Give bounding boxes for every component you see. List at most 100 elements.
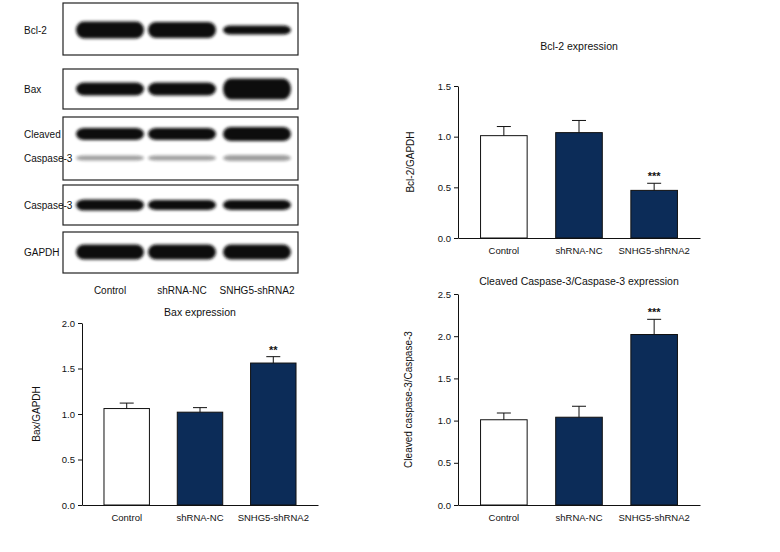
y-tick-label: 0.0 [62, 500, 75, 511]
error-bar-stem [503, 413, 504, 420]
blot-band [223, 155, 291, 161]
x-tick: SNHG5-shRNA2 [619, 505, 690, 523]
error-bar-cap [647, 319, 661, 320]
error-bar [193, 408, 207, 413]
y-tick-label: 1.0 [438, 131, 451, 142]
y-tick-label: 2.5 [438, 289, 451, 300]
bar [631, 335, 678, 505]
blot-row-label: GAPDH [24, 247, 60, 258]
blot-band [148, 83, 216, 96]
x-axis: Control shRNA-NC SNHG5-shRNA2 [83, 505, 319, 523]
y-axis: 0.00.51.01.52.02.5 [438, 289, 459, 511]
y-tick-label: 0.5 [62, 454, 75, 465]
blot-band [223, 127, 291, 141]
y-tick: 2.0 [62, 318, 82, 329]
blot-row-label: Caspase-3 [24, 200, 73, 211]
error-bar-cap [266, 356, 280, 357]
y-tick-mark [454, 86, 458, 87]
error-bar-stem [654, 183, 655, 190]
y-axis-title: Cleaved caspase-3/Caspase-3 [403, 331, 414, 468]
blot-panel [63, 69, 298, 109]
bar [104, 409, 149, 505]
chart-title: Bax expression [164, 306, 236, 318]
y-tick-mark [78, 323, 82, 324]
blot-band [148, 200, 216, 210]
error-bar-stem [579, 406, 580, 417]
y-tick: 1.5 [62, 363, 82, 374]
x-axis: ControlshRNA-NCSNHG5-shRNA2 [459, 505, 701, 523]
blot-lane-label: Control [94, 285, 126, 296]
error-bar [647, 183, 661, 190]
y-tick-mark [78, 369, 82, 370]
error-bar [120, 403, 134, 408]
error-bar [266, 357, 280, 363]
error-bar-stem [126, 403, 127, 408]
y-tick-label: 0.0 [438, 233, 451, 244]
x-axis-line [459, 238, 701, 239]
y-tick-mark [454, 137, 458, 138]
y-tick-label: 1.5 [438, 81, 451, 92]
error-bar-cap [120, 403, 134, 404]
y-tick-mark [454, 505, 458, 506]
blot-row-label: Bax [24, 84, 41, 95]
y-axis-title: Bax/GAPDH [31, 386, 42, 442]
y-tick-mark [454, 187, 458, 188]
error-bar-cap [497, 126, 511, 127]
error-bar-stem [579, 120, 580, 132]
bar-chart: Bax expressionBax/GAPDH**0.00.51.01.52.0… [31, 306, 319, 523]
error-bar [647, 319, 661, 334]
error-bar [572, 120, 586, 132]
x-tick-label: Control [111, 512, 142, 523]
bar [556, 417, 603, 505]
bar-chart: Bcl-2 expressionBcl-2/GAPDH***0.00.51.01… [405, 40, 701, 256]
blot-band [223, 200, 291, 210]
error-bar-stem [503, 127, 504, 136]
y-tick-mark [454, 294, 458, 295]
blot-band [76, 128, 144, 140]
plot-area [481, 120, 678, 238]
y-tick-mark [78, 414, 82, 415]
bar-chart: Cleaved Caspase-3/Caspase-3 expressionCl… [403, 275, 701, 523]
significance-label: *** [648, 306, 662, 318]
plot-area [104, 357, 296, 505]
y-tick: 1.0 [438, 415, 458, 426]
chart-title: Bcl-2 expression [540, 40, 618, 52]
x-tick-label: shRNA-NC [177, 512, 224, 523]
x-tick: shRNA-NC [177, 505, 224, 523]
blot-band [148, 156, 216, 161]
y-tick-mark [78, 460, 82, 461]
y-tick-label: 0.5 [438, 182, 451, 193]
x-tick: Control [489, 238, 520, 256]
blot-row-label: Cleaved [24, 129, 61, 140]
x-tick: Control [489, 505, 520, 523]
x-tick-label: SNHG5-shRNA2 [619, 512, 690, 523]
error-bar-stem [273, 357, 274, 363]
x-axis-line [83, 505, 319, 506]
x-tick: SNHG5-shRNA2 [619, 238, 690, 256]
blot-band [148, 22, 216, 38]
x-axis: ControlshRNA-NCSNHG5-shRNA2 [459, 238, 701, 256]
bar [481, 136, 528, 238]
y-axis-line [458, 295, 459, 506]
significance-label: *** [648, 170, 662, 182]
error-bar-stem [654, 319, 655, 334]
error-bar-stem [200, 408, 201, 413]
y-tick-mark [454, 336, 458, 337]
x-tick-label: SNHG5-shRNA2 [619, 245, 690, 256]
y-tick: 1.0 [62, 409, 82, 420]
x-tick-label: SNHG5-shRNA2 [238, 512, 309, 523]
blot-band [76, 83, 144, 96]
blot-panel [63, 232, 298, 273]
blot-band [76, 22, 144, 39]
x-tick: Control [111, 505, 142, 523]
y-axis: 0.0 0.5 1.0 1.5 2.0 [62, 318, 83, 511]
blot-band [223, 26, 291, 35]
blot-band [223, 79, 291, 100]
error-bar [497, 413, 511, 420]
blot-lane-label: shRNA-NC [157, 285, 206, 296]
error-bar-cap [572, 120, 586, 121]
bar [481, 420, 528, 505]
y-tick: 2.0 [438, 331, 458, 342]
y-tick-label: 1.0 [438, 415, 451, 426]
x-tick-label: Control [489, 512, 520, 523]
